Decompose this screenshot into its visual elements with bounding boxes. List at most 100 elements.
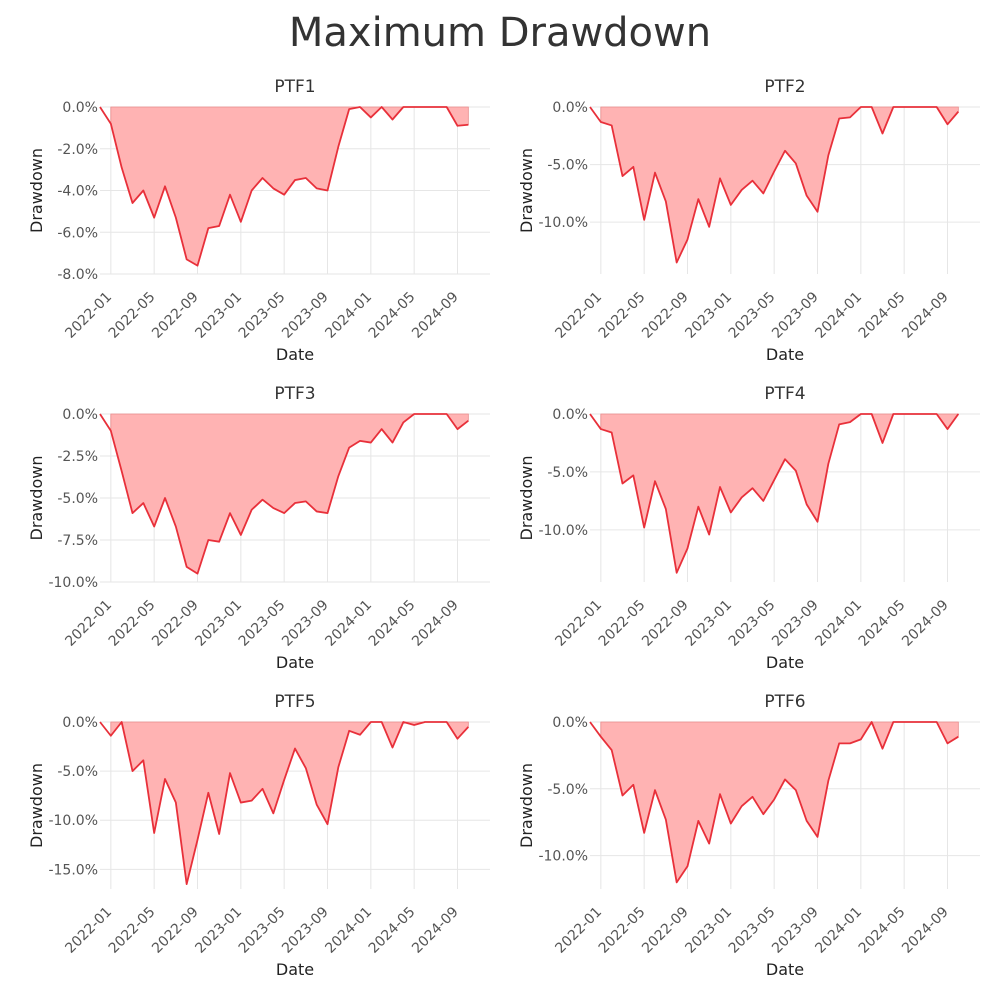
- x-tick-label: 2022-01: [62, 289, 115, 342]
- x-tick-label: 2024-05: [856, 289, 909, 342]
- drawdown-area: [110, 413, 469, 575]
- x-tick-label: 2022-09: [149, 904, 202, 957]
- x-tick-label: 2022-01: [552, 597, 605, 650]
- x-tick-label: 2023-05: [236, 597, 289, 650]
- chart-panel-3: PTF30.0%-2.5%-5.0%-7.5%-10.0%2022-012022…: [27, 384, 490, 672]
- x-tick-label: 2023-01: [682, 597, 735, 650]
- drawdown-line: [589, 106, 960, 264]
- x-tick-label: 2023-05: [726, 597, 779, 650]
- y-tick-label: 0.0%: [62, 407, 98, 423]
- x-tick-label: 2023-05: [236, 904, 289, 957]
- x-tick-label: 2024-01: [812, 904, 865, 957]
- subplot-title: PTF6: [764, 692, 805, 712]
- y-axis-label: Drawdown: [517, 456, 536, 541]
- x-tick-label: 2023-09: [769, 597, 822, 650]
- chart-panel-1: PTF10.0%-2.0%-4.0%-6.0%-8.0%2022-012022-…: [27, 77, 490, 364]
- x-tick-label: 2023-09: [279, 904, 332, 957]
- chart-panel-5: PTF50.0%-5.0%-10.0%-15.0%2022-012022-052…: [27, 692, 490, 979]
- x-tick-label: 2022-05: [596, 597, 649, 650]
- y-tick-label: -5.0%: [547, 465, 588, 481]
- y-tick-label: 0.0%: [62, 100, 98, 116]
- chart-panel-4: PTF4 0.0% -5.0% -10.0% 2022-012022-052022-09…: [517, 384, 980, 672]
- x-axis-label: Date: [276, 960, 314, 979]
- x-tick-label: 2024-01: [812, 289, 865, 342]
- x-tick-label: 2023-05: [726, 289, 779, 342]
- figure-title: Maximum Drawdown: [288, 10, 712, 56]
- x-tick-label: 2023-01: [682, 904, 735, 957]
- x-tick-label: 2023-09: [279, 597, 332, 650]
- y-tick-label: -10.0%: [538, 849, 588, 865]
- x-tick-label: 2024-09: [899, 597, 952, 650]
- x-tick-label: 2024-05: [366, 289, 419, 342]
- chart-panel-6: PTF6 0.0% -5.0% -10.0% 2022-012022-052022-09…: [517, 692, 980, 979]
- x-tick-label: 2024-05: [366, 597, 419, 650]
- drawdown-line: [589, 721, 959, 884]
- x-tick-label: 2023-01: [192, 289, 245, 342]
- x-tick-label: 2022-09: [149, 597, 202, 650]
- x-axis-label: Date: [276, 345, 314, 364]
- x-tick-label: 2022-01: [62, 597, 115, 650]
- x-tick-label: 2024-09: [409, 597, 462, 650]
- x-axis-label: Date: [766, 345, 804, 364]
- x-tick-label: 2024-05: [366, 904, 419, 957]
- x-tick-label: 2022-01: [552, 904, 605, 957]
- x-tick-label: 2023-05: [726, 904, 779, 957]
- y-tick-label: -10.0%: [48, 813, 98, 829]
- drawdown-line: [99, 106, 469, 267]
- x-axis-label: Date: [766, 960, 804, 979]
- y-axis-label: Drawdown: [517, 763, 536, 848]
- subplot-title: PTF1: [274, 77, 315, 97]
- drawdown-line: [589, 413, 960, 574]
- y-tick-label: -10.0%: [538, 215, 588, 231]
- x-tick-label: 2023-09: [279, 289, 332, 342]
- x-tick-label: 2023-01: [192, 597, 245, 650]
- y-tick-label: -7.5%: [57, 533, 98, 549]
- y-tick-label: -4.0%: [57, 184, 98, 200]
- x-tick-label: 2022-09: [639, 597, 692, 650]
- x-tick-label: 2024-05: [856, 904, 909, 957]
- y-tick-label: -5.0%: [547, 782, 588, 798]
- subplot-title: PTF3: [274, 384, 315, 404]
- y-tick-label: -10.0%: [48, 575, 98, 591]
- y-axis-label: Drawdown: [27, 148, 46, 233]
- drawdown-area: [600, 106, 959, 264]
- y-tick-label: 0.0%: [62, 715, 98, 731]
- drawdown-area: [600, 721, 959, 884]
- y-tick-label: -8.0%: [57, 267, 98, 283]
- x-tick-label: 2022-09: [149, 289, 202, 342]
- subplot-title: PTF5: [274, 692, 315, 712]
- x-tick-label: 2022-05: [106, 904, 159, 957]
- x-tick-label: 2024-01: [322, 904, 375, 957]
- y-tick-label: -2.0%: [57, 142, 98, 158]
- x-tick-label: 2024-09: [409, 904, 462, 957]
- y-tick-label: 0.0%: [552, 715, 588, 731]
- x-tick-label: 2024-01: [322, 597, 375, 650]
- y-tick-label: -5.0%: [57, 491, 98, 507]
- drawdown-area: [110, 721, 469, 885]
- y-axis-label: Drawdown: [27, 456, 46, 541]
- y-tick-label: 0.0%: [552, 407, 588, 423]
- x-tick-label: 2022-09: [639, 904, 692, 957]
- x-tick-label: 2022-09: [639, 289, 692, 342]
- x-axis-label: Date: [766, 653, 804, 672]
- subplot-title: PTF2: [764, 77, 805, 97]
- x-tick-label: 2022-05: [596, 289, 649, 342]
- x-axis-label: Date: [276, 653, 314, 672]
- x-tick-label: 2023-09: [769, 904, 822, 957]
- x-tick-label: 2023-01: [682, 289, 735, 342]
- y-tick-label: 0.0%: [552, 100, 588, 116]
- x-tick-label: 2022-05: [106, 289, 159, 342]
- x-tick-label: 2024-09: [899, 904, 952, 957]
- x-tick-label: 2024-05: [856, 597, 909, 650]
- y-axis-label: Drawdown: [517, 148, 536, 233]
- y-tick-label: -15.0%: [48, 862, 98, 878]
- x-tick-label: 2022-05: [106, 597, 159, 650]
- x-tick-label: 2023-01: [192, 904, 245, 957]
- x-tick-label: 2023-05: [236, 289, 289, 342]
- y-tick-label: -5.0%: [57, 764, 98, 780]
- drawdown-line: [99, 721, 469, 885]
- y-tick-label: -6.0%: [57, 225, 98, 241]
- chart-panel-2: PTF2 0.0% -5.0% -10.0% 2022-012022-052022-09…: [517, 77, 980, 364]
- x-tick-label: 2024-09: [899, 289, 952, 342]
